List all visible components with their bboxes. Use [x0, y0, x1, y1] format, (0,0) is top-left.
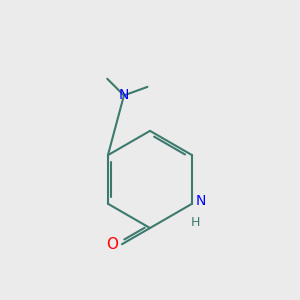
Text: N: N: [119, 88, 129, 102]
Text: H: H: [191, 215, 200, 229]
Text: O: O: [106, 237, 119, 252]
Text: N: N: [196, 194, 206, 208]
